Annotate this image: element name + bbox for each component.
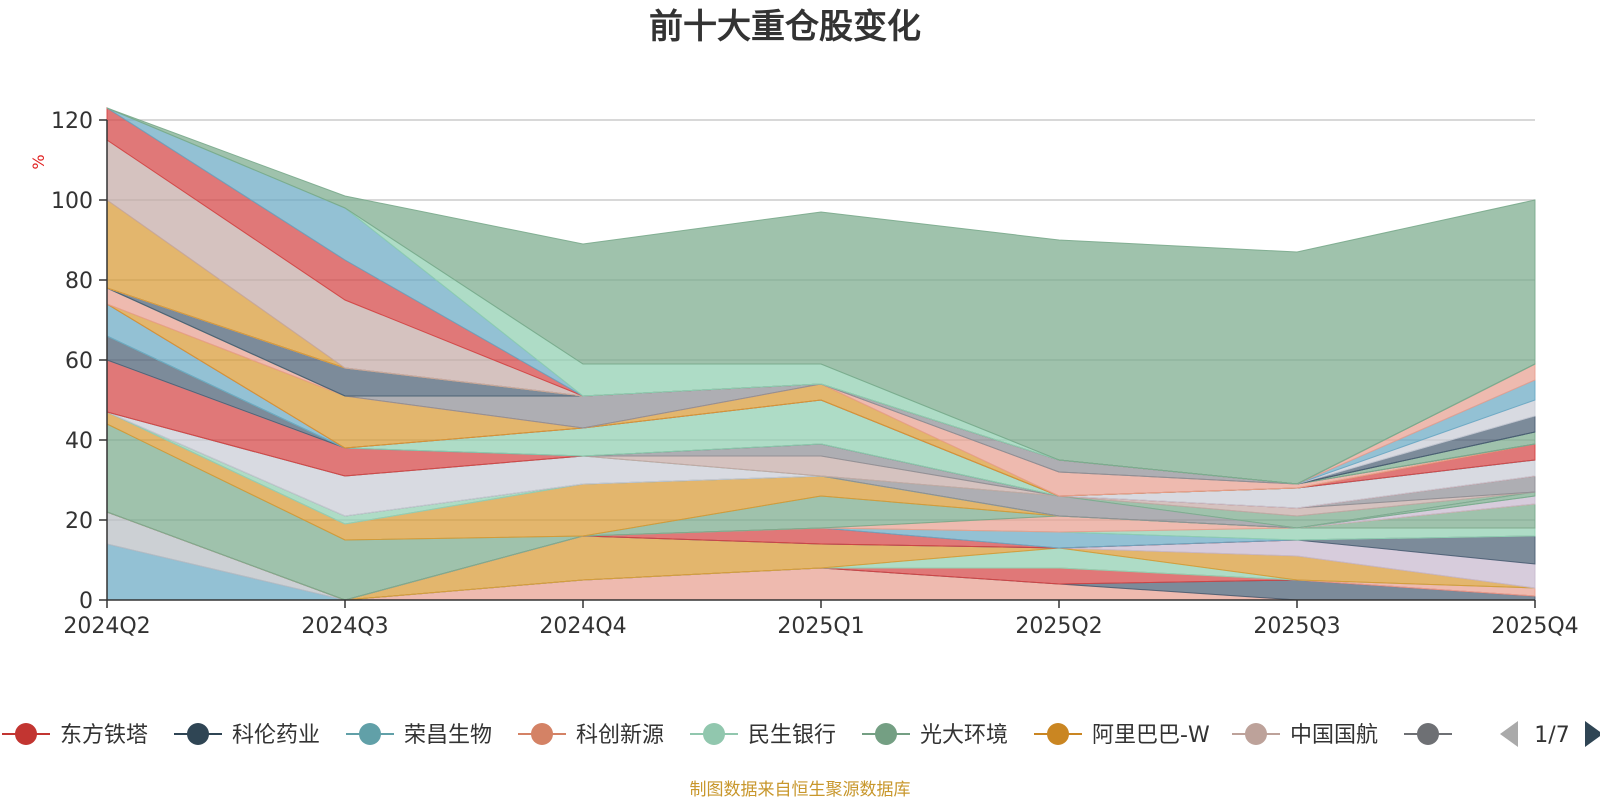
legend-label: 科伦药业 <box>232 723 320 748</box>
legend-item-4[interactable]: 民生银行 <box>690 723 836 748</box>
x-tick-label-2024Q2: 2024Q2 <box>63 614 150 639</box>
y-tick-label-80: 80 <box>65 269 93 294</box>
y-tick-label-60: 60 <box>65 349 93 374</box>
legend-page-indicator: 1/7 <box>1534 723 1569 748</box>
legend-prev-page-icon[interactable] <box>1500 721 1518 747</box>
x-tick-label-2025Q2: 2025Q2 <box>1015 614 1102 639</box>
legend-marker <box>1245 723 1267 745</box>
legend-item-2[interactable]: 荣昌生物 <box>346 723 492 748</box>
legend-marker <box>359 723 381 745</box>
legend-marker <box>15 723 37 745</box>
legend-item-6[interactable]: 阿里巴巴-W <box>1034 723 1210 748</box>
legend-label: 民生银行 <box>748 723 836 748</box>
legend-label: 中国国航 <box>1290 723 1378 748</box>
legend-item-8[interactable] <box>1404 723 1452 745</box>
legend-marker <box>187 723 209 745</box>
area-s46 <box>106 107 1536 485</box>
legend-label: 阿里巴巴-W <box>1092 723 1210 748</box>
legend-marker <box>1417 723 1439 745</box>
legend-label: 光大环境 <box>920 723 1008 748</box>
axes: 0 20 40 60 80 100 120 2024Q2 2024Q3 2024Q4 2025Q1 2… <box>51 109 1579 639</box>
y-tick-label-0: 0 <box>79 589 93 614</box>
legend-label: 科创新源 <box>576 723 664 748</box>
y-axis-unit: % <box>29 154 48 169</box>
x-tick-label-2025Q3: 2025Q3 <box>1253 614 1340 639</box>
legend: 东方铁塔 科伦药业 荣昌生物 科创新源 民生银行 光大环境 阿里巴巴-W 中国国航 1/7 <box>2 721 1600 748</box>
y-tick-label-40: 40 <box>65 429 93 454</box>
legend-label: 荣昌生物 <box>404 723 492 748</box>
legend-item-5[interactable]: 光大环境 <box>862 723 1008 748</box>
legend-marker <box>703 723 725 745</box>
x-tick-label-2025Q1: 2025Q1 <box>777 614 864 639</box>
legend-marker <box>875 723 897 745</box>
legend-marker <box>531 723 553 745</box>
legend-next-page-icon[interactable] <box>1585 721 1600 747</box>
legend-marker <box>1047 723 1069 745</box>
legend-item-3[interactable]: 科创新源 <box>518 723 664 748</box>
x-tick-label-2024Q3: 2024Q3 <box>301 614 388 639</box>
y-tick-label-100: 100 <box>51 189 93 214</box>
legend-label: 东方铁塔 <box>60 723 148 748</box>
legend-item-7[interactable]: 中国国航 <box>1232 723 1378 748</box>
y-tick-label-20: 20 <box>65 509 93 534</box>
data-source-note: 制图数据来自恒生聚源数据库 <box>690 780 911 800</box>
x-tick-label-2024Q4: 2024Q4 <box>539 614 626 639</box>
y-tick-label-120: 120 <box>51 109 93 134</box>
chart-title: 前十大重仓股变化 <box>649 7 921 47</box>
legend-item-0[interactable]: 东方铁塔 <box>2 723 148 748</box>
stacked-areas <box>106 107 1536 601</box>
x-tick-label-2025Q4: 2025Q4 <box>1491 614 1578 639</box>
legend-item-1[interactable]: 科伦药业 <box>174 723 320 748</box>
